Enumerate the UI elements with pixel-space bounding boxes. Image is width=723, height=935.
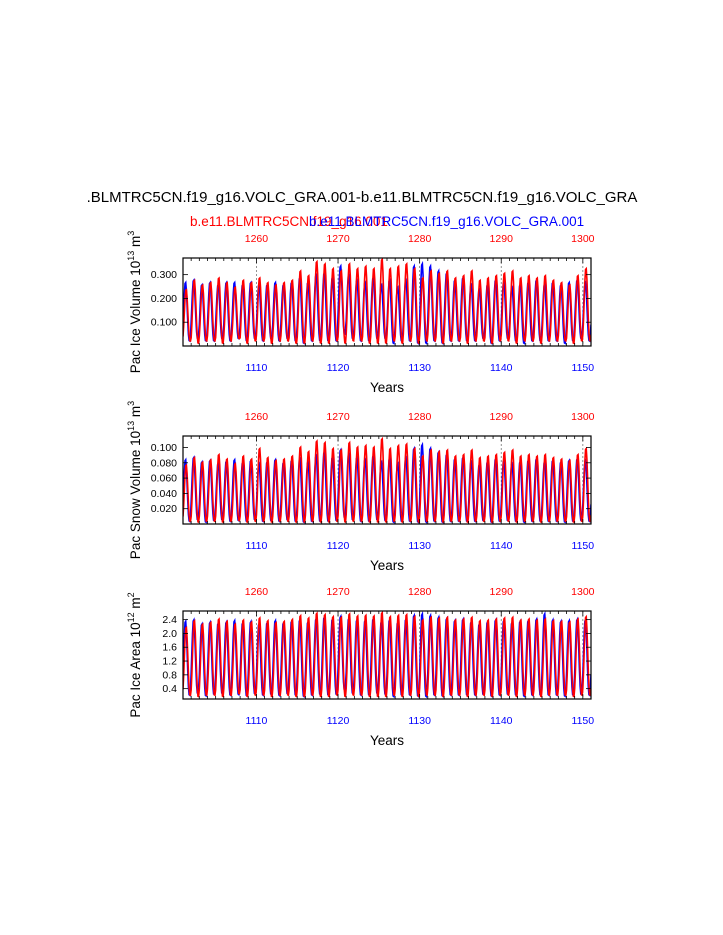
y-tick-label: 0.100 xyxy=(151,442,177,454)
y-axis-label: Pac Snow Volume 1013 m3 xyxy=(126,401,143,559)
x-tick-label-bottom: 1150 xyxy=(572,362,595,374)
x-tick-label-top: 1290 xyxy=(490,586,514,598)
y-tick-label: 0.4 xyxy=(162,683,177,695)
x-tick-label-bottom: 1110 xyxy=(246,540,268,552)
x-tick-label-bottom: 1140 xyxy=(490,715,513,727)
y-tick-label: 0.020 xyxy=(151,503,177,515)
subtitle-red: b.e11.BLMTRC5CN.f19_g16.001 xyxy=(190,214,388,229)
x-tick-label-bottom: 1140 xyxy=(490,362,513,374)
panel-ice-volume: 1110 1120 1130 1140 1150 1260 1270 1280 1290 1300… xyxy=(126,231,595,395)
x-tick-label-bottom: 1150 xyxy=(572,715,595,727)
x-tick-label-top: 1270 xyxy=(326,586,350,598)
x-axis-label: Years xyxy=(370,558,404,573)
x-tick-label-bottom: 1140 xyxy=(490,540,513,552)
y-tick-label: 0.8 xyxy=(162,669,177,681)
x-tick-label-top: 1260 xyxy=(245,411,269,423)
y-tick-label: 0.300 xyxy=(151,269,177,281)
y-tick-label: 0.040 xyxy=(151,488,177,500)
x-tick-label-top: 1280 xyxy=(408,233,432,245)
y-tick-label: 0.080 xyxy=(151,457,177,469)
y-tick-label: 1.2 xyxy=(162,656,177,668)
x-axis-label: Years xyxy=(370,380,404,395)
x-tick-label-top: 1300 xyxy=(571,411,595,423)
panel-ice-area: 1110 1120 1130 1140 1150 1260 1270 1280 1290 1300… xyxy=(126,586,595,748)
x-tick-label-top: 1290 xyxy=(490,411,514,423)
x-tick-label-top: 1260 xyxy=(245,586,269,598)
y-tick-label: 2.4 xyxy=(162,614,177,626)
y-tick-label: 0.100 xyxy=(151,317,177,329)
x-tick-label-bottom: 1130 xyxy=(408,540,431,552)
x-tick-label-bottom: 1120 xyxy=(327,715,350,727)
x-tick-label-bottom: 1120 xyxy=(327,362,350,374)
x-tick-label-bottom: 1110 xyxy=(246,715,268,727)
series-line-red xyxy=(183,258,591,345)
x-tick-label-bottom: 1130 xyxy=(408,362,431,374)
x-tick-label-bottom: 1130 xyxy=(408,715,431,727)
panel-snow-volume: 1110 1120 1130 1140 1150 1260 1270 1280 1290 1300… xyxy=(126,401,595,573)
x-tick-label-top: 1290 xyxy=(490,233,514,245)
main-title: .BLMTRC5CN.f19_g16.VOLC_GRA.001-b.e11.BL… xyxy=(87,189,638,206)
y-tick-label: 1.6 xyxy=(162,642,177,654)
x-tick-label-top: 1280 xyxy=(408,411,432,423)
x-tick-label-top: 1270 xyxy=(326,411,350,423)
x-tick-label-top: 1270 xyxy=(326,233,350,245)
y-axis-label: Pac Ice Volume 1013 m3 xyxy=(126,231,143,374)
x-tick-label-bottom: 1120 xyxy=(327,540,350,552)
x-tick-label-top: 1300 xyxy=(571,233,595,245)
x-tick-label-bottom: 1110 xyxy=(246,362,268,374)
y-tick-label: 0.200 xyxy=(151,293,177,305)
y-axis-label: Pac Ice Area 1012 m2 xyxy=(126,592,143,717)
subtitle-blue: b.e11.BLMTRC5CN.f19_g16.VOLC_GRA.001 xyxy=(309,214,584,229)
x-tick-label-top: 1300 xyxy=(571,586,595,598)
series-line-red xyxy=(183,436,591,524)
x-tick-label-top: 1260 xyxy=(245,233,269,245)
x-tick-label-top: 1280 xyxy=(408,586,432,598)
x-axis-label: Years xyxy=(370,733,404,748)
series-line-red xyxy=(183,611,591,698)
y-tick-label: 0.060 xyxy=(151,473,177,485)
x-tick-label-bottom: 1150 xyxy=(572,540,595,552)
y-tick-label: 2.0 xyxy=(162,628,177,640)
